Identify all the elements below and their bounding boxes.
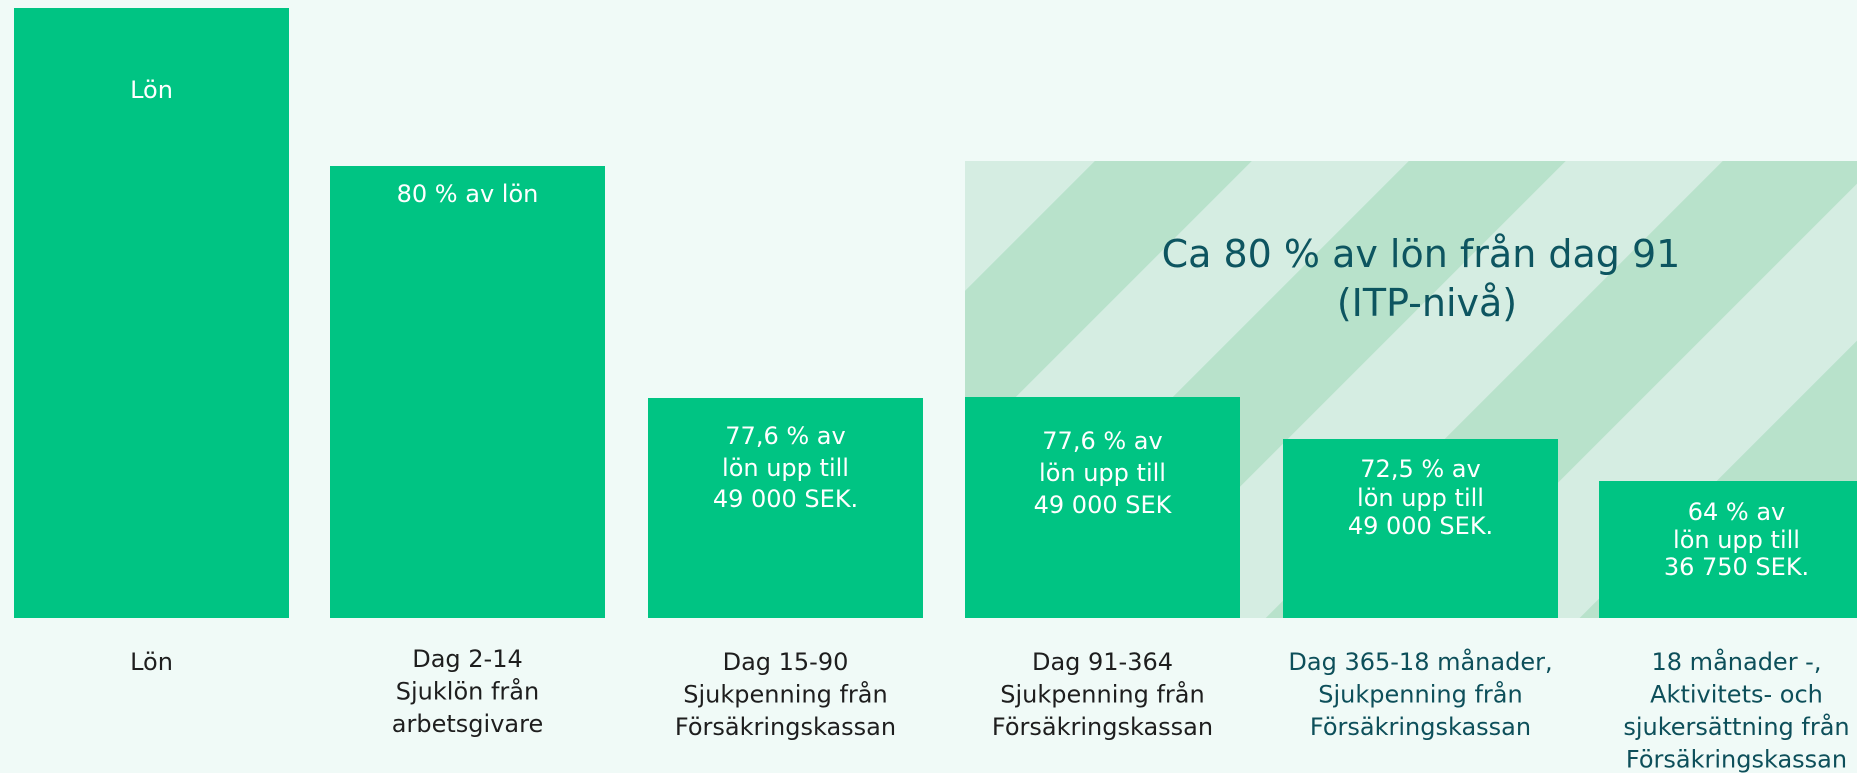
caption-line: Försäkringskassan <box>992 713 1213 741</box>
bar-label-line: lön upp till <box>722 454 849 482</box>
bar <box>965 397 1240 618</box>
band-title: Ca 80 % av lön från dag 91 (ITP-nivå) <box>1162 232 1693 325</box>
bar-label-line: lön upp till <box>1673 526 1800 554</box>
caption-line: Försäkringskassan <box>1626 746 1847 773</box>
caption-line: Sjuklön från <box>396 677 539 706</box>
bar <box>1599 481 1857 618</box>
bar-label-line: 64 % av <box>1688 498 1786 526</box>
caption-line: Lön <box>130 648 173 676</box>
bar-caption: Lön <box>130 648 173 676</box>
caption-line: 18 månader -, <box>1652 647 1822 676</box>
bar-label-line: 49 000 SEK. <box>713 485 858 513</box>
bar-label-line: 80 % av lön <box>397 180 539 208</box>
bar-label-line: 49 000 SEK. <box>1348 512 1493 540</box>
bars: Lön Lön 80 % av lön Dag 2-14 Sjuklön från arb… <box>14 8 1857 773</box>
caption-line: arbetsgivare <box>392 710 543 738</box>
bar-caption: Dag 365-18 månader, Sjukpenning från Försä… <box>1288 647 1552 741</box>
bar-label: 77,6 % av lön upp till 49 000 SEK <box>1034 427 1173 519</box>
caption-line: Aktivitets- och <box>1650 681 1823 709</box>
bar-caption: Dag 91-364 Sjukpenning från Försäkringskas… <box>992 648 1213 741</box>
caption-line: Dag 365-18 månader, <box>1288 647 1552 676</box>
bar-label: 72,5 % av lön upp till 49 000 SEK. <box>1348 455 1493 540</box>
bar <box>14 8 289 618</box>
bar-label-line: lön upp till <box>1357 484 1484 512</box>
bar-label: 64 % av lön upp till 36 750 SEK. <box>1664 498 1809 581</box>
bar <box>648 398 923 618</box>
bar-caption: Dag 15-90 Sjukpenning från Försäkringskass… <box>675 648 896 741</box>
bar-caption: 18 månader -, Aktivitets- och sjukersättni… <box>1623 647 1849 773</box>
bar-label: 80 % av lön <box>397 180 539 208</box>
bar-label: 77,6 % av lön upp till 49 000 SEK. <box>713 422 858 513</box>
bar-label-line: 72,5 % av <box>1360 455 1480 483</box>
caption-line: Sjukpenning från <box>683 680 887 709</box>
caption-line: Försäkringskassan <box>1310 713 1531 741</box>
caption-line: Dag 15-90 <box>723 648 849 676</box>
bar-label-line: 36 750 SEK. <box>1664 553 1809 581</box>
caption-line: Sjukpenning från <box>1318 680 1522 709</box>
bar-label: Lön <box>130 76 173 104</box>
caption-line: Sjukpenning från <box>1000 680 1204 709</box>
bar-label-line: 77,6 % av <box>725 422 845 450</box>
caption-line: Dag 91-364 <box>1032 648 1173 676</box>
caption-line: sjukersättning från <box>1623 712 1849 741</box>
bar <box>1283 439 1558 618</box>
band-line: Ca 80 % av lön från dag 91 <box>1162 232 1681 276</box>
bar-label-line: lön upp till <box>1039 459 1166 487</box>
bar-label-line: 77,6 % av <box>1042 427 1162 455</box>
caption-line: Försäkringskassan <box>675 713 896 741</box>
bar-label-line: Lön <box>130 76 173 104</box>
bar-caption: Dag 2-14 Sjuklön från arbetsgivare <box>392 645 543 738</box>
bar-label-line: 49 000 SEK <box>1034 491 1173 519</box>
bar <box>330 166 605 618</box>
band-line: (ITP-nivå) <box>1337 281 1517 325</box>
caption-line: Dag 2-14 <box>412 645 523 673</box>
